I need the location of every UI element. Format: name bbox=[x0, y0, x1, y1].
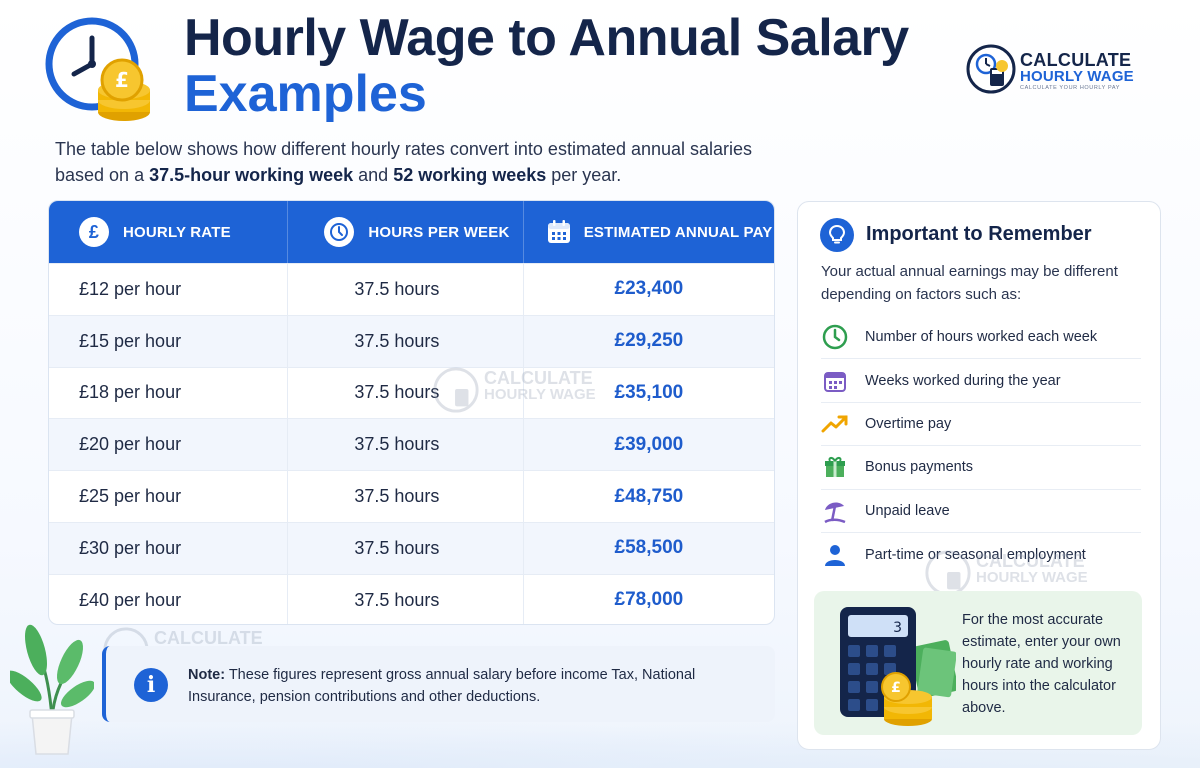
svg-text:£: £ bbox=[115, 68, 129, 92]
info-icon: i bbox=[134, 668, 168, 702]
table-row: £18 per hour 37.5 hours £35,100 bbox=[49, 366, 774, 419]
gift-icon bbox=[821, 453, 849, 481]
disclaimer-note: i Note: These figures represent gross an… bbox=[102, 646, 775, 722]
calculator-tip: 3 £ For the most accurate estimate, ente… bbox=[814, 591, 1142, 735]
table-row: £20 per hour 37.5 hours £39,000 bbox=[49, 418, 774, 471]
table-row: £30 per hour 37.5 hours £58,500 bbox=[49, 521, 774, 574]
page-title-line1: Hourly Wage to Annual Salary bbox=[184, 9, 909, 67]
person-icon bbox=[821, 541, 849, 569]
intro-hours: 37.5-hour working week bbox=[149, 165, 354, 185]
list-item: Weeks worked during the year bbox=[821, 359, 1141, 403]
page-title-line2: Examples bbox=[184, 65, 427, 123]
list-item: Unpaid leave bbox=[821, 490, 1141, 533]
tip-text: For the most accurate estimate, enter yo… bbox=[962, 612, 1121, 716]
pound-icon: £ bbox=[79, 217, 109, 247]
factors-list: Number of hours worked each week Weeks w… bbox=[821, 316, 1141, 576]
intro-text: The table below shows how different hour… bbox=[55, 139, 753, 185]
clock-icon bbox=[324, 217, 355, 247]
watermark-logo: CALCULATE HOURLY WAGE bbox=[924, 549, 1104, 599]
header-hourly-rate: £ HOURLY RATE bbox=[49, 201, 289, 263]
beach-umbrella-icon bbox=[821, 497, 849, 525]
list-item: Number of hours worked each week bbox=[821, 316, 1141, 360]
table-row: £12 per hour 37.5 hours £23,400 bbox=[49, 263, 774, 315]
panel-heading: Important to Remember bbox=[866, 223, 1092, 245]
note-text: Note: These figures represent gross annu… bbox=[188, 667, 696, 705]
table-header: £ HOURLY RATE HOURS PER WEEK ESTIMATED A… bbox=[49, 201, 774, 263]
brand-logo-icon bbox=[966, 44, 1016, 94]
header-estimated-annual-pay: ESTIMATED ANNUAL PAY bbox=[524, 201, 774, 263]
clock-with-coins-icon: £ bbox=[45, 17, 150, 121]
table-body: £12 per hour 37.5 hours £23,400 £15 per ho… bbox=[49, 263, 774, 624]
intro-weeks: 52 working weeks bbox=[393, 165, 547, 185]
plant-illustration bbox=[10, 624, 94, 755]
brand-name-line2: HOURLY WAGE bbox=[1020, 68, 1134, 85]
list-item: Part-time or seasonal employment bbox=[821, 533, 1141, 576]
table-row: £25 per hour 37.5 hours £48,750 bbox=[49, 470, 774, 522]
table-row: £15 per hour 37.5 hours £29,250 bbox=[49, 314, 774, 367]
clock-icon bbox=[821, 323, 849, 351]
panel-description: Your actual annual earnings may be diffe… bbox=[821, 263, 1118, 303]
svg-text:£: £ bbox=[891, 680, 901, 696]
brand-name-line1: CALCULATE bbox=[1020, 50, 1132, 70]
calculator-money-icon: 3 £ bbox=[840, 607, 956, 726]
calendar-icon bbox=[547, 220, 570, 243]
brand-tagline: CALCULATE YOUR HOURLY PAY bbox=[1020, 85, 1120, 91]
calendar-icon bbox=[821, 367, 849, 395]
svg-text:3: 3 bbox=[893, 620, 902, 636]
important-panel: Important to Remember Your actual annual… bbox=[797, 201, 1161, 750]
header-hours-per-week: HOURS PER WEEK bbox=[288, 201, 524, 263]
trend-up-icon bbox=[821, 410, 849, 438]
list-item: Bonus payments bbox=[821, 446, 1141, 490]
table-row: £40 per hour 37.5 hours £78,000 bbox=[49, 573, 774, 624]
lightbulb-icon bbox=[820, 218, 854, 252]
salary-table: £ HOURLY RATE HOURS PER WEEK ESTIMATED A… bbox=[48, 200, 775, 625]
page-title: Hourly Wage to Annual Salary Examples bbox=[184, 10, 909, 122]
watermark-logo: CALCULATE HOURLY WAGE bbox=[432, 366, 612, 416]
list-item: Overtime pay bbox=[821, 403, 1141, 447]
brand-logo[interactable]: CALCULATE HOURLY WAGE CALCULATE YOUR HOU… bbox=[966, 44, 1146, 96]
